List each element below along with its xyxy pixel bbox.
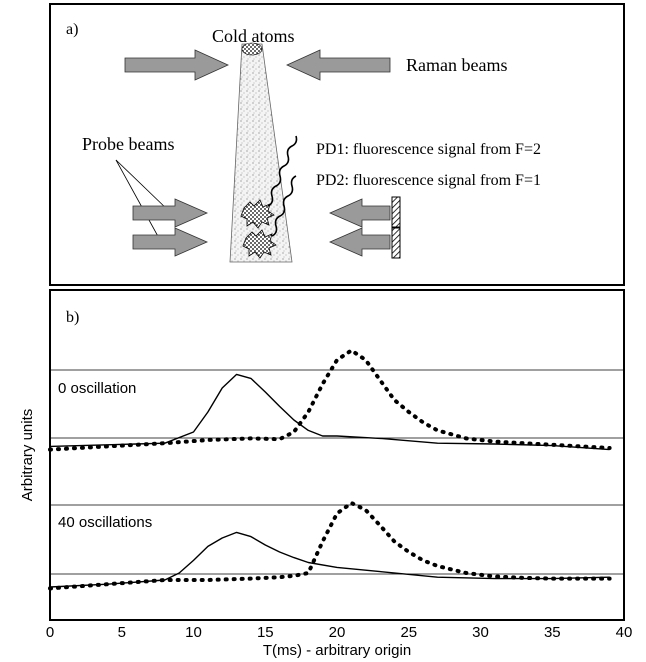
trace-40-oscillations-label: 40 oscillations: [58, 514, 152, 531]
x-axis-label: T(ms) - arbitrary origin: [263, 642, 411, 659]
trace-panel2-dotted: [48, 500, 612, 591]
x-tick-label: 15: [257, 624, 274, 641]
trace-panel1-solid: [49, 373, 610, 451]
x-axis-ticks: 0 5 10 15 20 25 30 35 40: [46, 624, 633, 641]
raman-beam-right-arrow: [286, 49, 391, 81]
panel-a-diagram: a) Cold atoms Raman beams Probe beams PD…: [49, 3, 625, 286]
probe-beam-upper-arrow: [132, 198, 208, 228]
x-tick-label: 25: [400, 624, 417, 641]
x-tick-label: 10: [185, 624, 202, 641]
pd1-label: PD1: fluorescence signal from F=2: [316, 141, 541, 158]
fluorescence-splotch-upper: [240, 199, 275, 229]
x-tick-label: 40: [616, 624, 633, 641]
pd2-label: PD2: fluorescence signal from F=1: [316, 172, 541, 189]
probe-beams-label: Probe beams: [82, 134, 174, 154]
raman-beam-left-arrow: [124, 49, 229, 81]
fluorescence-splotch-lower: [242, 229, 277, 259]
x-tick-label: 35: [544, 624, 561, 641]
probe-pointer-line-1: [115, 159, 171, 213]
y-axis-label: Arbitrary units: [19, 409, 36, 502]
panel-b-frame: [49, 289, 625, 621]
mirror-lower: [391, 227, 401, 259]
x-tick-label: 0: [46, 624, 54, 641]
panel-b-label: b): [66, 309, 79, 326]
retro-beam-upper-arrow: [329, 198, 391, 228]
signal-traces: [48, 347, 612, 591]
retro-beam-lower-arrow: [329, 227, 391, 257]
panel-b-chart: b) 0 oscillation 40 oscillations: [48, 289, 625, 621]
fluorescence-wave-lower: [271, 175, 297, 237]
mirror-upper: [391, 196, 401, 228]
x-tick-label: 30: [472, 624, 489, 641]
probe-beam-lower-arrow: [132, 227, 208, 257]
panel-a-label: a): [66, 21, 78, 38]
cold-atoms-cloud: [241, 42, 263, 56]
trace-0-oscillation-label: 0 oscillation: [58, 380, 136, 397]
cold-atoms-label: Cold atoms: [212, 26, 295, 46]
trace-panel2-solid: [49, 531, 610, 588]
x-tick-label: 5: [118, 624, 126, 641]
fluorescence-wave-upper: [267, 135, 298, 207]
x-tick-label: 20: [329, 624, 346, 641]
raman-beams-label: Raman beams: [406, 55, 507, 75]
trace-panel1-dotted: [48, 347, 612, 452]
probe-pointer-line-2: [115, 159, 161, 241]
